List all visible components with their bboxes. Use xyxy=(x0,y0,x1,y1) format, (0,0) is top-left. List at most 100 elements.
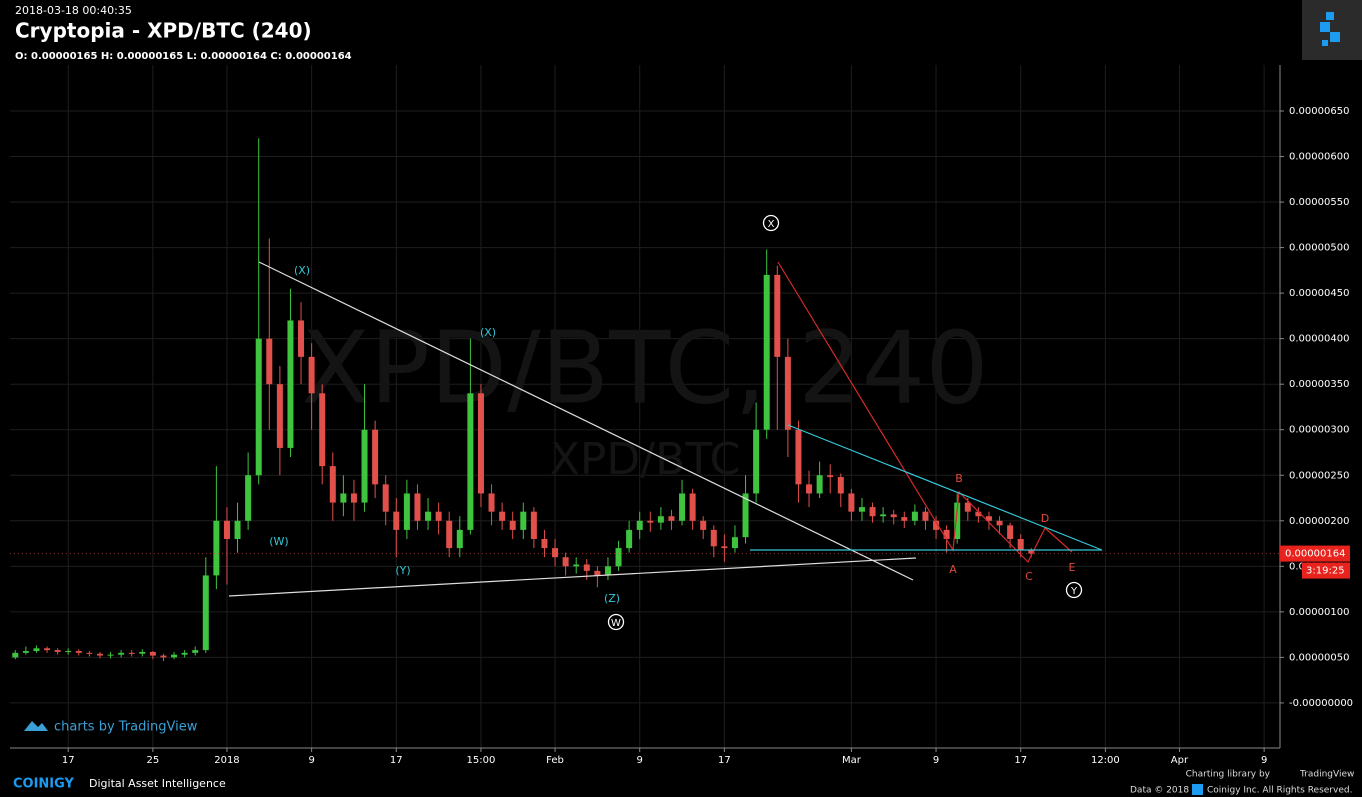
candle-body xyxy=(710,529,717,547)
y-tick-label: 0.00000250 xyxy=(1289,470,1349,481)
y-tick-label: 0.00000550 xyxy=(1289,197,1349,208)
x-tick-label: Feb xyxy=(546,755,564,766)
candle-body xyxy=(298,320,305,357)
wave-label: X xyxy=(768,219,775,230)
candle-body xyxy=(75,651,82,653)
y-tick-label: 0.00000500 xyxy=(1289,243,1349,254)
data-credit: Data © 2018 xyxy=(1130,786,1189,796)
candle-body xyxy=(530,511,537,540)
rights: Coinigy Inc. All Rights Reserved. xyxy=(1207,786,1352,796)
candle-body xyxy=(996,520,1003,526)
candle-body xyxy=(54,650,61,652)
candle-body xyxy=(615,548,622,567)
candle-body xyxy=(721,546,728,549)
candle-body xyxy=(340,493,347,503)
brand: COINIGY xyxy=(13,777,75,792)
candle-body xyxy=(520,511,527,530)
candle-body xyxy=(784,356,791,430)
coinigy-icon xyxy=(1192,784,1203,795)
candle-body xyxy=(350,493,357,503)
candle-body xyxy=(96,653,103,656)
candle-body xyxy=(456,529,463,549)
candle-body xyxy=(107,654,114,656)
wave-label: (Y) xyxy=(395,564,410,577)
x-tick-label: 2018 xyxy=(214,755,239,766)
x-tick-label: 17 xyxy=(390,755,403,766)
candle-body xyxy=(858,507,865,512)
candle-body xyxy=(393,511,400,530)
y-tick-label: 0.00000400 xyxy=(1289,334,1349,345)
candle-body xyxy=(139,651,146,654)
logo xyxy=(1320,12,1340,46)
candle-body xyxy=(583,564,590,571)
candle-body xyxy=(202,575,209,651)
x-tick-label: 17 xyxy=(62,755,75,766)
candle-body xyxy=(1028,549,1035,554)
candle-body xyxy=(181,652,188,655)
candle-body xyxy=(806,484,813,494)
x-tick-label: 9 xyxy=(933,755,939,766)
candle-body xyxy=(12,652,19,658)
candle-body xyxy=(626,529,633,549)
tv-credit: charts by TradingView xyxy=(54,720,198,735)
candle-body xyxy=(985,516,992,521)
candle-body xyxy=(44,648,51,651)
watermark: XPD/BTC, 240 xyxy=(301,309,989,426)
candle-body xyxy=(573,564,580,567)
candle-body xyxy=(816,475,823,494)
candle-body xyxy=(753,429,760,494)
y-tick-label: 0.00000600 xyxy=(1289,152,1349,163)
candle-body xyxy=(477,393,484,494)
axes: -0.000000000.000000500.000001000.0000015… xyxy=(10,106,1353,766)
candle-body xyxy=(774,274,781,357)
tv-badge: charts by TradingView xyxy=(24,720,198,735)
wave-label: (X) xyxy=(480,326,496,339)
candle-body xyxy=(361,429,368,503)
trend-line xyxy=(787,424,1103,551)
candle-body xyxy=(446,520,453,549)
candle-body xyxy=(488,493,495,512)
candle-body xyxy=(287,320,294,448)
candle-body xyxy=(414,493,421,521)
candle-body xyxy=(890,514,897,518)
wave-label: (Z) xyxy=(604,592,620,605)
x-tick-label: Mar xyxy=(842,755,862,766)
tagline: Digital Asset Intelligence xyxy=(89,777,226,790)
candle-body xyxy=(657,516,664,523)
wave-line xyxy=(777,261,1073,564)
candle-body xyxy=(425,511,432,521)
candle-body xyxy=(911,511,918,521)
candle-body xyxy=(467,393,474,530)
x-tick-label: 17 xyxy=(1014,755,1027,766)
wave-label: (W) xyxy=(269,535,288,548)
candle-body xyxy=(192,650,199,653)
x-tick-label: 15:00 xyxy=(467,755,496,766)
candle-body xyxy=(213,520,220,576)
wave-circle xyxy=(762,214,780,232)
lib-name: TradingView xyxy=(1299,770,1354,780)
candle-body xyxy=(234,520,241,540)
candle-body xyxy=(901,517,908,521)
candle-body xyxy=(65,651,72,653)
wave-label: W xyxy=(611,618,621,629)
title: Cryptopia - XPD/BTC (240) xyxy=(15,19,312,43)
candle-body xyxy=(1017,539,1024,550)
ohlc: O: 0.00000165 H: 0.00000165 L: 0.0000016… xyxy=(15,51,352,62)
candle-body xyxy=(604,566,611,576)
timestamp: 2018-03-18 00:40:35 xyxy=(15,4,132,17)
candle-body xyxy=(372,429,379,485)
wave-label: (X) xyxy=(294,264,310,277)
y-tick-label: 0.00000200 xyxy=(1289,516,1349,527)
x-tick-label: Apr xyxy=(1171,755,1189,766)
candle-body xyxy=(86,652,93,654)
wave-circle xyxy=(1065,581,1083,599)
wave-label: D xyxy=(1041,512,1049,525)
candle-body xyxy=(668,516,675,521)
candle-body xyxy=(763,274,770,430)
y-tick-label: 0.00000350 xyxy=(1289,379,1349,390)
y-tick-label: 0.00000650 xyxy=(1289,106,1349,117)
candle-body xyxy=(499,511,506,521)
watermark-small: XPD/BTC xyxy=(550,434,741,485)
wave-label: C xyxy=(1025,570,1033,583)
candle-body xyxy=(975,511,982,517)
